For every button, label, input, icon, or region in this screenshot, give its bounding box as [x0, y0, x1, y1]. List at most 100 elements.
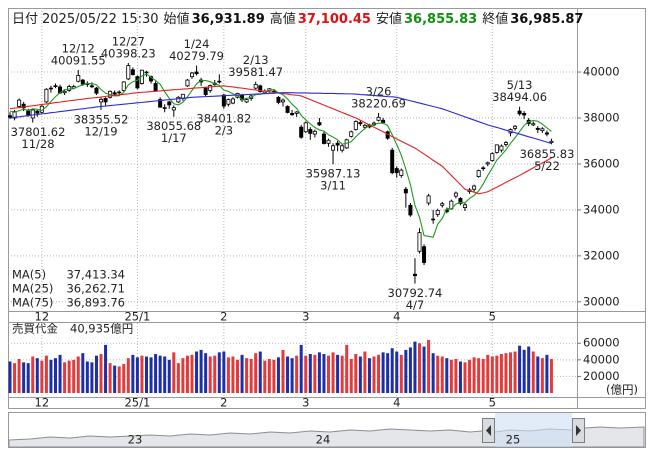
- volume-bar: [181, 358, 185, 393]
- header-field-label: 安値: [376, 11, 402, 27]
- x-tick-label: 12: [35, 310, 50, 324]
- volume-bar: [122, 363, 126, 393]
- annotation-date: 12/19: [84, 124, 117, 138]
- volume-bar: [472, 357, 476, 393]
- candle-body: [453, 192, 458, 197]
- annotation-value: 40398.23: [101, 46, 156, 60]
- header-field-value: 36,855.83: [404, 12, 477, 27]
- volume-bar: [176, 363, 180, 393]
- candle-body: [417, 232, 422, 252]
- annotation-date: 1/24: [184, 37, 210, 51]
- frame: [8, 8, 646, 409]
- annotation-date: 5/22: [534, 159, 560, 173]
- annotation-date: 11/28: [21, 137, 54, 151]
- legend-name: MA(75): [12, 296, 53, 310]
- volume-bar: [413, 341, 417, 393]
- annotation-value: 35987.13: [306, 167, 361, 181]
- volume-bar: [509, 352, 512, 393]
- annotation-date: 1/17: [161, 131, 187, 145]
- volume-bar: [263, 360, 267, 393]
- volume-bar: [63, 362, 67, 393]
- candle-body: [158, 99, 163, 108]
- candle-body: [399, 169, 404, 176]
- candle-body: [481, 167, 486, 170]
- candle-body: [12, 111, 17, 119]
- candle-body: [513, 125, 518, 129]
- annotation-value: 37801.62: [11, 125, 66, 139]
- volume-bar: [536, 356, 540, 393]
- candle-body: [258, 85, 263, 92]
- volume-tick-label: 60000: [583, 336, 620, 350]
- volume-bar: [304, 355, 308, 393]
- candle-body: [476, 170, 481, 177]
- x-tick-label: 2: [220, 396, 227, 410]
- volume-bar: [386, 353, 390, 393]
- x-tick-label: 25/1: [124, 396, 150, 410]
- volume-unit: (億円): [606, 383, 638, 397]
- volume-bar: [486, 354, 490, 393]
- navigator-window[interactable]: [495, 413, 572, 447]
- volume-bar: [81, 353, 85, 393]
- candle-body: [308, 129, 313, 134]
- candle-body: [135, 76, 140, 89]
- volume-bar: [390, 348, 394, 393]
- volume-bar: [199, 349, 203, 393]
- annotation-value: 38355.52: [74, 112, 129, 126]
- volume-bar: [49, 359, 53, 393]
- volume-bar: [458, 361, 462, 393]
- candle-body: [112, 92, 117, 95]
- x-tick-label: 5: [489, 310, 496, 324]
- candle-body: [144, 71, 149, 74]
- candle-body: [126, 65, 131, 80]
- volume-bar: [399, 354, 403, 393]
- volume-bar: [13, 363, 17, 393]
- volume-bar: [190, 354, 194, 393]
- volume-bar: [363, 351, 367, 393]
- volume-bar: [477, 358, 481, 393]
- annotation-value: 30792.74: [388, 286, 443, 300]
- volume-bar: [436, 355, 440, 393]
- annotation-date: 12/12: [62, 41, 95, 55]
- volume-bar: [513, 351, 517, 393]
- x-tick-label: 3: [302, 310, 309, 324]
- candle-body: [276, 96, 281, 103]
- candle-body: [48, 87, 53, 90]
- annotation-date: 3/26: [366, 84, 392, 98]
- volume-bar: [35, 358, 39, 393]
- candle-body: [517, 110, 522, 115]
- volume-bar: [8, 361, 12, 393]
- volume-bar: [131, 354, 135, 393]
- volume-tick-label: 40000: [583, 352, 620, 366]
- candle-body: [285, 106, 290, 113]
- volume-bar: [135, 357, 139, 393]
- annotation-date: 5/13: [507, 78, 533, 92]
- candle-body: [253, 84, 258, 89]
- volume-bar: [140, 355, 144, 393]
- candle-body: [435, 209, 440, 215]
- candle-body: [217, 80, 222, 83]
- candle-body: [208, 85, 213, 91]
- annotation-value: 38401.82: [196, 111, 251, 125]
- candle-body: [221, 94, 226, 107]
- volume-bar: [549, 359, 553, 393]
- volume-bar: [249, 359, 253, 393]
- volume-bar: [26, 363, 30, 393]
- legend-value: 36,262.71: [66, 282, 125, 296]
- candle-body: [499, 145, 504, 151]
- volume-bar: [431, 353, 435, 393]
- volume-bar: [499, 354, 503, 393]
- candle-body: [230, 98, 235, 104]
- volume-bar: [99, 354, 103, 393]
- candle-body: [21, 103, 26, 109]
- annotation-value: 36855.83: [520, 147, 575, 161]
- candle-body: [540, 128, 545, 132]
- candle-body: [30, 109, 35, 119]
- volume-bar: [408, 347, 412, 393]
- volume-bar: [254, 353, 258, 393]
- annotation-value: 38494.06: [492, 90, 547, 104]
- volume-bar: [504, 353, 508, 393]
- annotation-value: 40091.55: [51, 53, 106, 67]
- navigator[interactable]: 23 24 25: [8, 412, 646, 448]
- volume-bar: [495, 355, 499, 393]
- candle-body: [403, 188, 408, 194]
